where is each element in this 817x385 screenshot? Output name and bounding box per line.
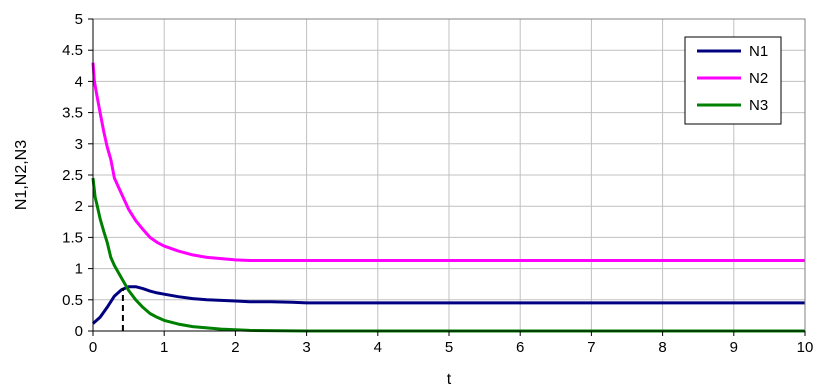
- y-tick-label: 4: [75, 73, 83, 90]
- tick-labels: 0 1 2 3 4 5 6 7 8 9 10 0 0.5 1 1.5 2 2.5 3 3.5 4 4.5 5: [62, 11, 813, 356]
- y-tick-label: 0.5: [62, 292, 83, 309]
- x-tick-label: 5: [445, 339, 453, 356]
- x-tick-label: 7: [587, 339, 595, 356]
- y-tick-label: 1.5: [62, 229, 83, 246]
- y-axis-title: N1,N2,N3: [13, 140, 30, 210]
- axes: [88, 18, 806, 336]
- x-tick-label: 1: [160, 339, 168, 356]
- series-line-n2: [91, 62, 805, 262]
- y-tick-label: 1: [75, 261, 83, 278]
- y-tick-label: 4.5: [62, 42, 83, 59]
- legend-label-n3: N3: [749, 97, 768, 114]
- x-tick-label: 10: [797, 339, 814, 356]
- x-tick-label: 6: [516, 339, 524, 356]
- x-tick-label: 3: [302, 339, 310, 356]
- x-tick-label: 9: [730, 339, 738, 356]
- legend-label-n1: N1: [749, 43, 768, 60]
- x-tick-label: 0: [89, 339, 97, 356]
- x-tick-label: 4: [374, 339, 382, 356]
- y-tick-label: 3: [75, 136, 83, 153]
- y-tick-label: 2: [75, 198, 83, 215]
- x-axis-title: t: [447, 371, 452, 385]
- x-tick-label: 8: [658, 339, 666, 356]
- y-tick-label: 0: [75, 323, 83, 340]
- legend-label-n2: N2: [749, 70, 768, 87]
- legend: N1 N2 N3: [684, 36, 782, 125]
- y-tick-label: 2.5: [62, 167, 83, 184]
- x-tick-label: 2: [231, 339, 239, 356]
- y-tick-label: 3.5: [62, 105, 83, 122]
- y-tick-label: 5: [75, 11, 83, 28]
